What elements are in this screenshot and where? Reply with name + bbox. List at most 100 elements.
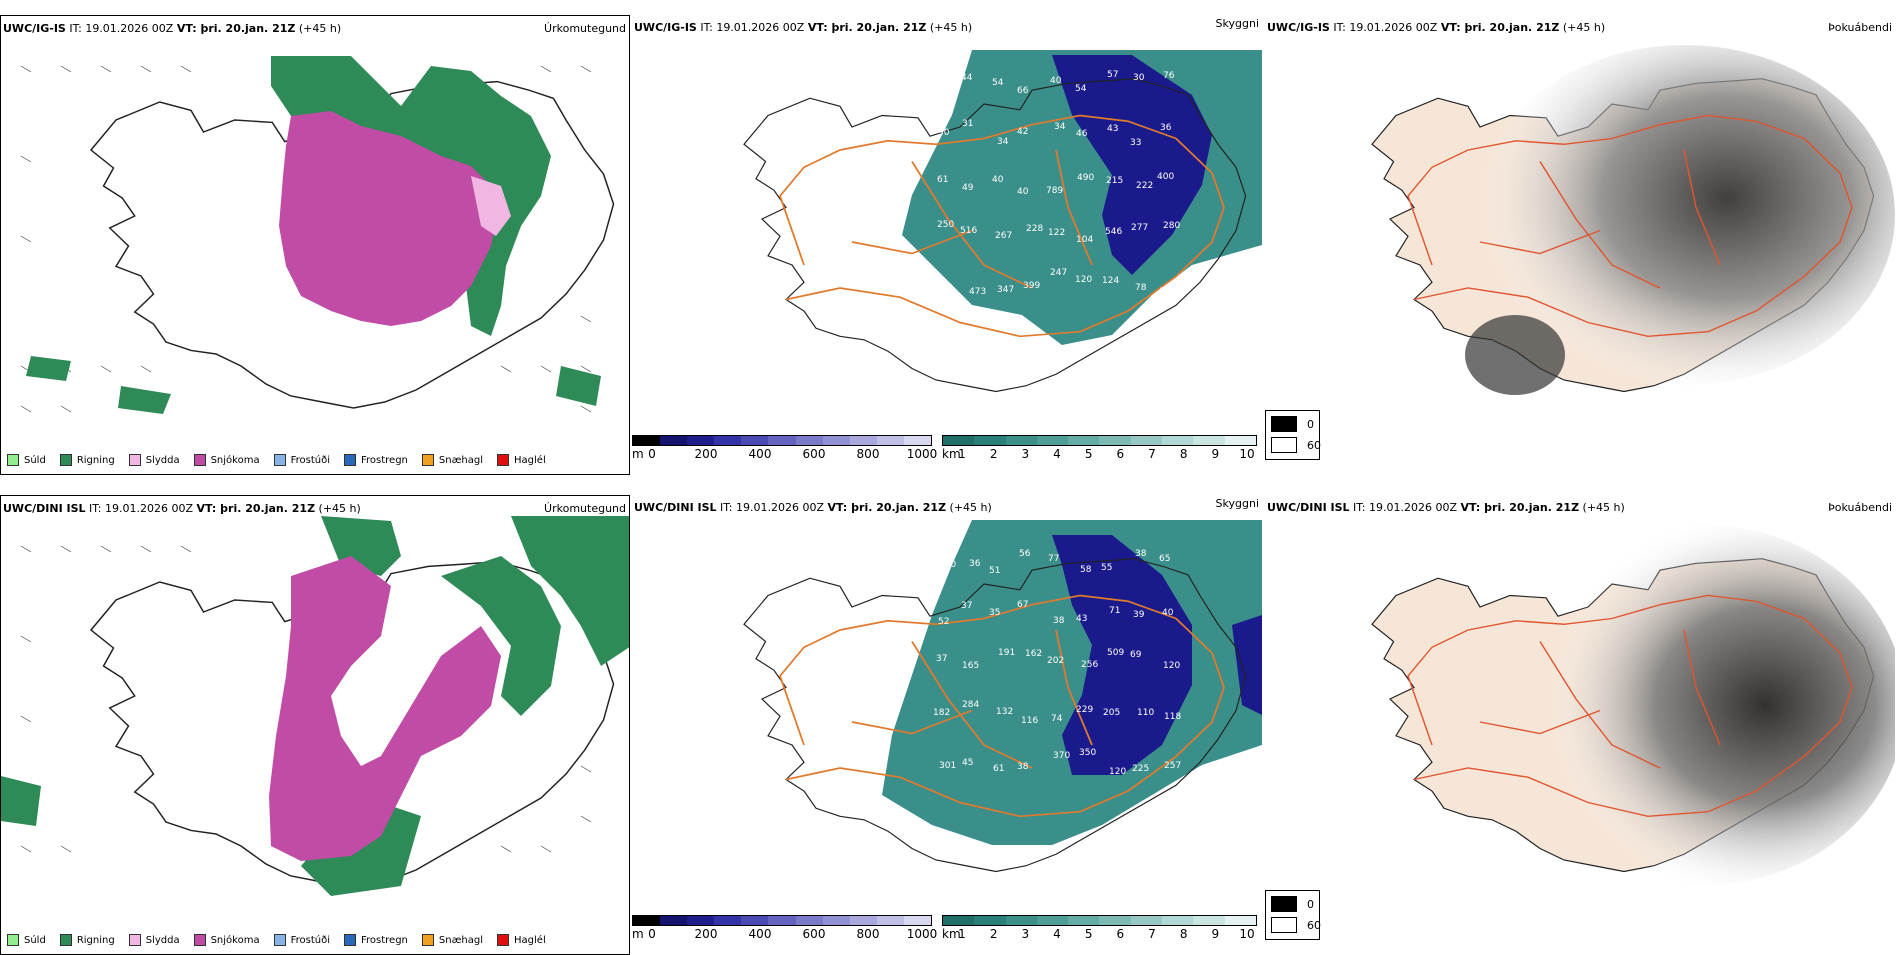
cloudbase-label: 280	[1163, 221, 1180, 231]
cloudbase-label: 38	[1135, 549, 1147, 559]
colorbar-tick: 6	[1116, 447, 1125, 461]
colorbar-tick: 1000	[906, 447, 938, 461]
cloudbase-label: 36	[969, 559, 981, 569]
cloudbase-label: 229	[1076, 705, 1093, 715]
cloudbase-label: 34	[997, 137, 1009, 147]
colorbar-segment	[687, 916, 715, 925]
cloudbase-label: 71	[1109, 606, 1120, 616]
cloudbase-label: 54	[1075, 84, 1087, 94]
colorbar-tick: 7	[1148, 447, 1156, 461]
panel-precip-row1: UWC/IG-IS IT: 19.01.2026 00Z VT: þri. 20…	[0, 15, 630, 475]
cloudbase-label: 43	[1076, 614, 1087, 624]
colorbar-segment	[849, 916, 877, 925]
colorbar-segment	[795, 436, 823, 445]
cloudbase-label: 39	[1133, 610, 1145, 620]
colorbar-tick: 2	[989, 447, 998, 461]
colorbar-segment	[1068, 436, 1100, 445]
low-cloudbase-area	[1052, 55, 1212, 275]
cloudbase-label: 65	[1159, 554, 1170, 564]
colorbar-tick: 2	[989, 927, 998, 941]
colorbar-tick: 8	[1179, 927, 1188, 941]
cloudbase-label: 35	[989, 608, 1000, 618]
cloudbase-label: 165	[962, 661, 979, 671]
cloudbase-label: 40	[1162, 608, 1174, 618]
cloudbase-label: 132	[996, 707, 1013, 717]
cloudbase-label: 228	[1026, 224, 1043, 234]
colorbar-segment	[1130, 916, 1163, 925]
panel-header: UWC/IG-IS IT: 19.01.2026 00Z VT: þri. 20…	[1267, 21, 1606, 34]
colorbar-tick: 7	[1148, 927, 1156, 941]
fog-legend: 0 60	[1265, 890, 1321, 940]
colorbar-tick: 8	[1179, 447, 1188, 461]
colorbar-segment	[1130, 436, 1163, 445]
colorbar-segment	[687, 436, 715, 445]
cloudbase-label: 546	[1105, 227, 1122, 237]
precip-legend: Súld Rigning Slydda Snjókoma Frostúði Fr…	[7, 934, 546, 946]
fog-legend: 0 60	[1265, 410, 1321, 460]
cloudbase-label: 120	[1075, 275, 1092, 285]
colorbar-tick: 3	[1021, 447, 1030, 461]
legend-item: Frostregn	[344, 934, 408, 946]
legend-item: Snjókoma	[193, 934, 260, 946]
cloudbase-label: 74	[1051, 714, 1063, 724]
colorbar-segment	[714, 436, 742, 445]
cloudbase-label: 57	[1107, 70, 1118, 80]
cloudbase-label: 516	[960, 226, 977, 236]
cloudbase-label: 267	[995, 231, 1012, 241]
legend-item: Rigning	[59, 934, 115, 946]
cloudbase-label: 45	[962, 758, 973, 768]
legend-item: Snjókoma	[193, 454, 260, 466]
cloudbase-label: 40	[1050, 76, 1062, 86]
colorbar-tick: 600	[802, 927, 826, 941]
cloudbase-label: 110	[1137, 708, 1154, 718]
colorbar-tick: 10	[1239, 927, 1255, 941]
legend-item: Snæhagl	[421, 454, 483, 466]
panel-header: UWC/IG-IS IT: 19.01.2026 00Z VT: þri. 20…	[634, 21, 973, 34]
colorbar-tick: 10	[1239, 447, 1255, 461]
colorbar-segment	[876, 916, 904, 925]
colorbar-tick: 1000	[906, 927, 938, 941]
colorbar-segment	[943, 436, 975, 445]
legend-item: Slydda	[128, 934, 180, 946]
colorbar-segment	[1099, 436, 1131, 445]
height-colorbar: m 0 200 400 600 800 1000	[632, 435, 937, 461]
colorbar-segment	[1193, 916, 1225, 925]
cloudbase-label: 44	[961, 73, 973, 83]
cloudbase-label: 34	[1054, 122, 1066, 132]
cloudbase-label: 257	[1164, 761, 1181, 771]
precip-legend: Súld Rigning Slydda Snjókoma Frostúði Fr…	[7, 454, 546, 466]
colorbar-segment	[741, 916, 769, 925]
colorbar-tick: 3	[1021, 927, 1030, 941]
cloudbase-label: 182	[933, 708, 950, 718]
cloudbase-label: 509	[1107, 648, 1124, 658]
cloudbase-label: 301	[939, 761, 956, 771]
colorbar-tick: 1	[958, 927, 966, 941]
cloudbase-label: 789	[1046, 186, 1063, 196]
cloudbase-labels: 210 36 51 56 77 58 55 38 65 52 37 35 67 38 43 71 39 40 37 1…	[933, 549, 1181, 777]
colorbar-tick: 600	[802, 447, 826, 461]
panel-header: UWC/DINI ISL IT: 19.01.2026 00Z VT: þri.…	[3, 502, 361, 515]
snow-area	[269, 556, 501, 861]
panel-fog-row1: UWC/IG-IS IT: 19.01.2026 00Z VT: þri. 20…	[1265, 15, 1895, 475]
colorbar-segment	[795, 916, 823, 925]
legend-item: Haglél	[497, 454, 546, 466]
colorbar-segment	[1068, 916, 1100, 925]
cloudbase-label: 250	[937, 220, 954, 230]
cloudbase-label: 61	[993, 764, 1004, 774]
cloudbase-label: 225	[1132, 764, 1149, 774]
cloudbase-label: 122	[1048, 228, 1065, 238]
cloudbase-label: 30	[1133, 73, 1145, 83]
cloudbase-label: 42	[1017, 127, 1028, 137]
panel-kind-label: Skyggni	[1215, 497, 1259, 510]
cloudbase-label: 77	[1048, 554, 1059, 564]
cloudbase-label: 33	[1130, 138, 1141, 148]
cloudbase-label: 370	[1053, 751, 1070, 761]
cloudbase-label: 210	[939, 560, 956, 570]
colorbar-segment	[974, 916, 1006, 925]
precip-map	[1, 516, 629, 896]
cloudbase-label: 56	[1019, 549, 1031, 559]
colorbar-segment	[1193, 436, 1225, 445]
visibility-map: 210 36 51 56 77 58 55 38 65 52 37 35 67 38 43 71 39 40 37 1…	[743, 520, 1262, 873]
cloudbase-label: 205	[1103, 708, 1120, 718]
visibility-colorbar: km 1 2 3 4 5 6 7 8 9 10	[942, 435, 1257, 461]
